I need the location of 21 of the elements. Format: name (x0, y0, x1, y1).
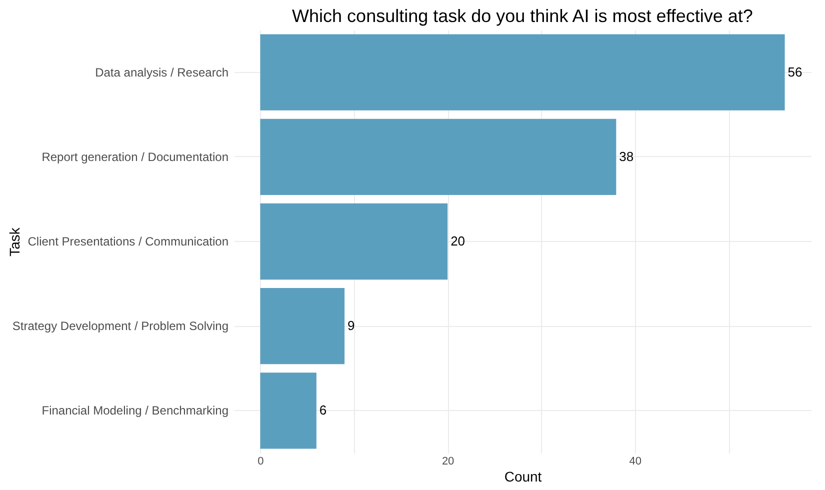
data-label: 56 (788, 64, 802, 80)
data-label: 9 (348, 318, 355, 334)
data-label: 6 (319, 402, 327, 418)
y-tick-label: Data analysis / Research (95, 65, 228, 80)
y-axis-title: Task (6, 226, 22, 256)
x-tick-label: 20 (442, 456, 454, 468)
bar (260, 372, 316, 449)
y-tick-label: Strategy Development / Problem Solving (12, 319, 228, 334)
y-tick-label: Client Presentations / Communication (28, 234, 228, 248)
x-tick-label: 40 (629, 456, 642, 468)
chart-title: Which consulting task do you think AI is most effective at? (292, 6, 753, 26)
y-tick-label: Financial Modeling / Benchmarking (42, 404, 228, 418)
bar (260, 288, 345, 364)
data-label: 38 (619, 148, 634, 164)
bar (260, 34, 785, 110)
x-axis-title: Count (504, 468, 542, 484)
bar (260, 118, 616, 195)
y-tick-label: Report generation / Documentation (42, 150, 228, 164)
data-label: 20 (450, 234, 466, 248)
x-tick-label: 0 (258, 456, 264, 468)
bar (260, 203, 448, 280)
